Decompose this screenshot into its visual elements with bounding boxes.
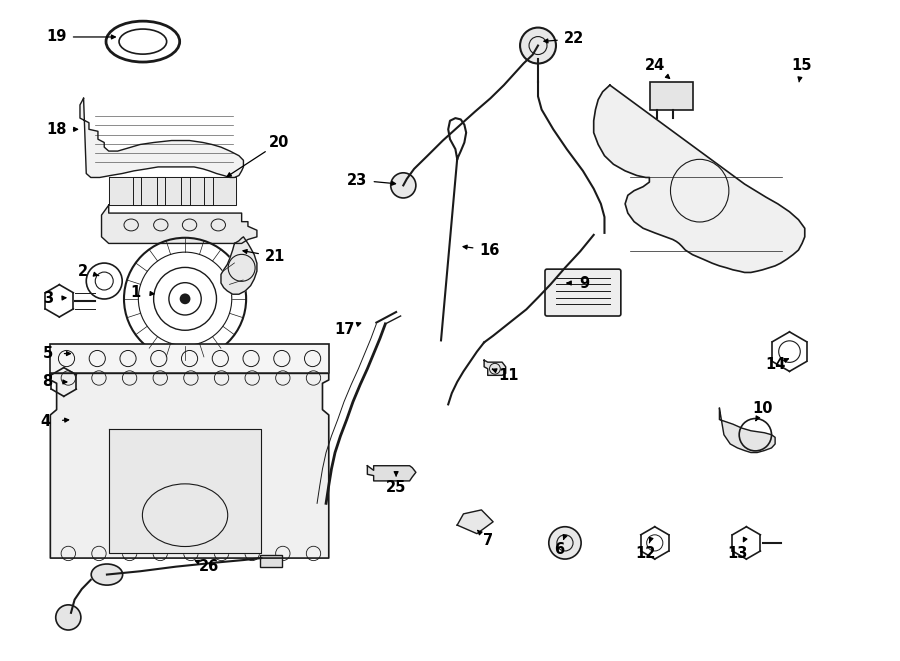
Text: 2: 2	[77, 264, 87, 279]
Polygon shape	[221, 237, 256, 294]
Circle shape	[391, 173, 416, 198]
Polygon shape	[109, 177, 141, 205]
Text: 5: 5	[42, 346, 53, 361]
Text: 15: 15	[792, 58, 813, 73]
Text: 24: 24	[644, 58, 665, 73]
Text: 4: 4	[40, 414, 51, 429]
Bar	[651, 82, 693, 110]
Text: 6: 6	[554, 542, 564, 557]
Polygon shape	[181, 177, 213, 205]
Text: 13: 13	[727, 546, 748, 561]
Ellipse shape	[91, 564, 122, 585]
Text: 16: 16	[480, 243, 500, 258]
Polygon shape	[158, 177, 190, 205]
Text: 21: 21	[265, 249, 285, 264]
Text: 18: 18	[47, 122, 67, 137]
Polygon shape	[367, 466, 416, 481]
Text: 25: 25	[386, 480, 406, 495]
Polygon shape	[102, 205, 256, 243]
Polygon shape	[80, 98, 243, 177]
Polygon shape	[484, 360, 506, 375]
Text: 14: 14	[765, 358, 786, 372]
Text: 10: 10	[752, 401, 773, 416]
Polygon shape	[50, 373, 328, 558]
Polygon shape	[457, 510, 493, 533]
Text: 26: 26	[199, 559, 220, 574]
Circle shape	[180, 293, 191, 304]
Polygon shape	[719, 408, 775, 453]
Text: 17: 17	[334, 322, 355, 336]
FancyBboxPatch shape	[545, 269, 621, 316]
Text: 7: 7	[482, 533, 493, 548]
Text: 12: 12	[635, 546, 656, 561]
Bar	[50, 344, 328, 373]
Polygon shape	[109, 430, 261, 553]
Circle shape	[520, 28, 556, 63]
Circle shape	[56, 605, 81, 630]
Polygon shape	[204, 177, 237, 205]
Text: 11: 11	[498, 368, 518, 383]
Polygon shape	[133, 177, 166, 205]
Text: 20: 20	[269, 135, 290, 150]
Text: 23: 23	[347, 173, 367, 188]
Polygon shape	[594, 85, 805, 272]
Circle shape	[549, 527, 581, 559]
Text: 22: 22	[563, 32, 584, 46]
Bar	[259, 555, 282, 566]
Text: 19: 19	[47, 30, 67, 44]
Text: 3: 3	[42, 292, 53, 306]
Text: 9: 9	[580, 276, 590, 290]
Text: 1: 1	[130, 285, 140, 299]
Text: 8: 8	[42, 374, 53, 389]
